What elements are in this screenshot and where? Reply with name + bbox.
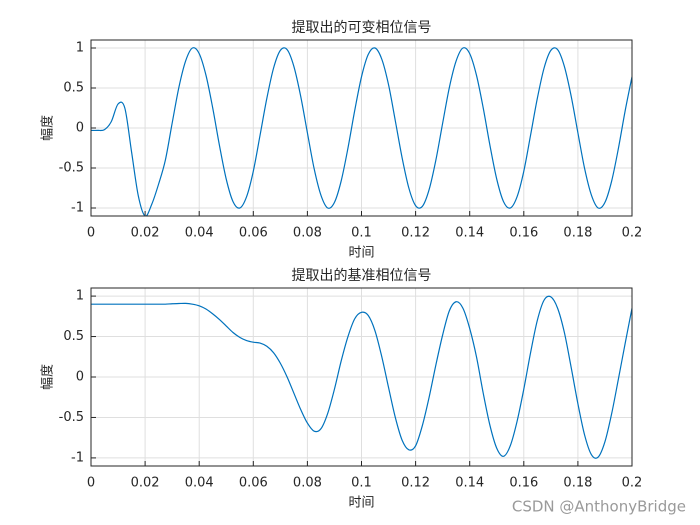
- y-tick-label: -0.5: [59, 410, 84, 425]
- y-tick-label: 0.5: [63, 329, 84, 344]
- x-tick-label: 0.04: [185, 476, 214, 491]
- data-line: [91, 47, 632, 216]
- data-line: [91, 295, 632, 459]
- x-tick-label: 0.18: [563, 476, 592, 491]
- x-tick-label: 0.16: [509, 226, 538, 241]
- y-tick-label: 0: [76, 121, 84, 136]
- y-tick-label: -0.5: [59, 161, 84, 176]
- x-tick-label: 0.1: [351, 226, 372, 241]
- x-tick-label: 0.16: [509, 476, 538, 491]
- y-tick-label: -1: [71, 201, 84, 216]
- y-tick-label: 1: [76, 41, 84, 56]
- y-axis-label: 幅度: [40, 364, 56, 390]
- x-tick-label: 0.2: [622, 226, 643, 241]
- chart-title: 提取出的可变相位信号: [292, 20, 432, 36]
- x-axis-label: 时间: [348, 496, 374, 511]
- y-tick-label: 0.5: [63, 81, 84, 96]
- x-tick-label: 0.02: [131, 476, 160, 491]
- chart-title: 提取出的基准相位信号: [292, 267, 432, 284]
- y-tick-label: 1: [76, 289, 84, 304]
- axes-frame: [90, 39, 633, 217]
- axes-frame: [90, 287, 633, 467]
- x-tick-label: 0.2: [622, 476, 643, 491]
- y-axis-label: 幅度: [40, 115, 56, 141]
- x-axis-label: 时间: [348, 246, 374, 261]
- x-tick-label: 0.14: [455, 226, 484, 241]
- x-tick-label: 0.08: [293, 476, 322, 491]
- x-tick-label: 0.06: [239, 476, 268, 491]
- x-tick-label: 0.02: [131, 226, 160, 241]
- x-tick-label: 0.14: [455, 476, 484, 491]
- x-tick-label: 0.04: [185, 226, 214, 241]
- x-tick-label: 0.12: [401, 476, 430, 491]
- x-tick-label: 0.06: [239, 226, 268, 241]
- watermark: CSDN @AnthonyBridge: [512, 498, 686, 516]
- x-tick-label: 0.1: [351, 476, 372, 491]
- y-tick-label: -1: [71, 450, 84, 465]
- x-tick-label: 0.12: [401, 226, 430, 241]
- x-tick-label: 0.18: [563, 226, 592, 241]
- x-tick-label: 0.08: [293, 226, 322, 241]
- x-tick-label: 0: [87, 226, 95, 241]
- x-tick-label: 0: [87, 476, 95, 491]
- y-tick-label: 0: [76, 370, 84, 385]
